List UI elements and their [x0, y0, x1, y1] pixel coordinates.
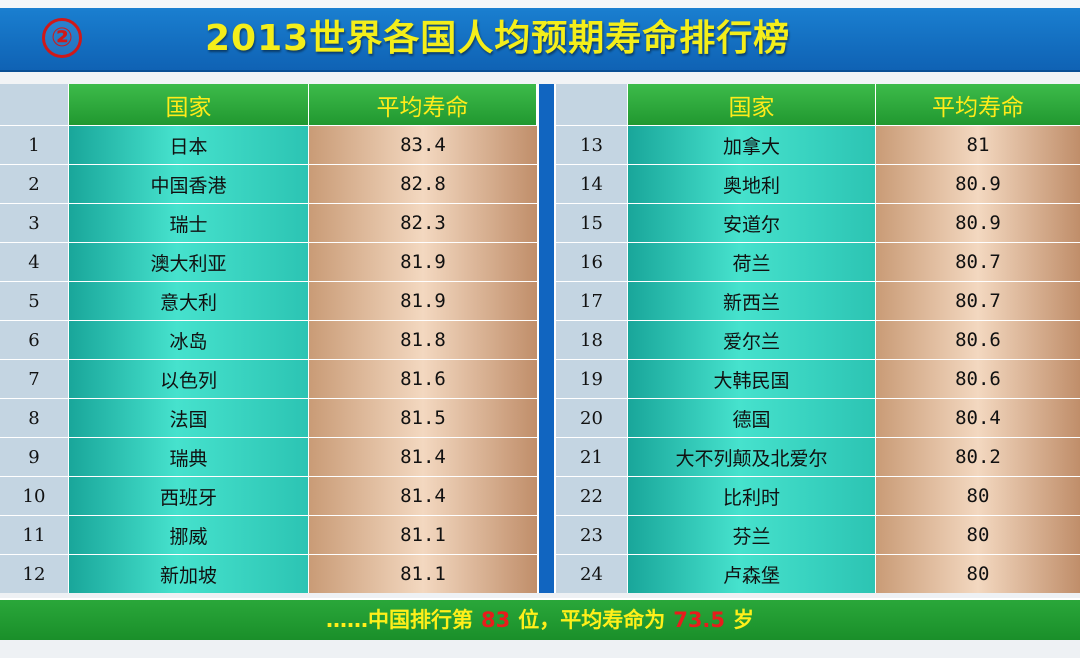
life-expectancy-cell: 81.6 — [309, 360, 537, 398]
bottom-strip — [0, 640, 1080, 658]
country-cell: 冰岛 — [69, 321, 309, 359]
country-cell: 卢森堡 — [628, 555, 876, 593]
rank-cell: 15 — [556, 204, 628, 242]
life-expectancy-cell: 81.5 — [309, 399, 537, 437]
life-expectancy-cell: 81.8 — [309, 321, 537, 359]
rank-cell: 17 — [556, 282, 628, 320]
rank-header-left — [0, 84, 69, 125]
life-expectancy-cell: 83.4 — [309, 126, 537, 164]
country-cell: 大韩民国 — [628, 360, 876, 398]
life-expectancy-cell: 82.8 — [309, 165, 537, 203]
life-expectancy-cell: 80.9 — [876, 165, 1080, 203]
rank-cell: 21 — [556, 438, 628, 476]
column-divider — [537, 84, 556, 593]
country-cell: 新西兰 — [628, 282, 876, 320]
spacer — [0, 72, 1080, 84]
life-expectancy-cell: 81.4 — [309, 438, 537, 476]
ranking-table: 国家 平均寿命 国家 平均寿命 1 日本 83.4 2 中国香港 82.8 3 瑞士 82.3 4… — [0, 84, 1080, 593]
country-cell: 意大利 — [69, 282, 309, 320]
country-cell: 荷兰 — [628, 243, 876, 281]
life-expectancy-cell: 80.2 — [876, 438, 1080, 476]
life-expectancy-cell: 80 — [876, 516, 1080, 554]
country-cell: 瑞士 — [69, 204, 309, 242]
rank-cell: 4 — [0, 243, 69, 281]
rank-cell: 23 — [556, 516, 628, 554]
country-cell: 加拿大 — [628, 126, 876, 164]
slide-number-badge: ② — [42, 18, 82, 58]
life-expectancy-cell: 80.9 — [876, 204, 1080, 242]
country-cell: 新加坡 — [69, 555, 309, 593]
rank-cell: 6 — [0, 321, 69, 359]
country-cell: 法国 — [69, 399, 309, 437]
rank-cell: 20 — [556, 399, 628, 437]
life-expectancy-cell: 81.9 — [309, 282, 537, 320]
rank-cell: 10 — [0, 477, 69, 515]
rank-cell: 13 — [556, 126, 628, 164]
country-cell: 中国香港 — [69, 165, 309, 203]
rank-cell: 18 — [556, 321, 628, 359]
country-cell: 日本 — [69, 126, 309, 164]
life-header-left: 平均寿命 — [309, 84, 537, 125]
china-summary-banner: ……中国排行第 83 位，平均寿命为 73.5 岁 — [0, 600, 1080, 640]
rank-cell: 1 — [0, 126, 69, 164]
rank-cell: 12 — [0, 555, 69, 593]
country-cell: 大不列颠及北爱尔 — [628, 438, 876, 476]
life-expectancy-cell: 80.6 — [876, 360, 1080, 398]
country-header-left: 国家 — [69, 84, 309, 125]
summary-prefix: ……中国排行第 — [325, 608, 473, 632]
country-header-right: 国家 — [628, 84, 876, 125]
life-header-right: 平均寿命 — [876, 84, 1080, 125]
summary-suffix: 岁 — [733, 608, 755, 632]
life-expectancy-cell: 80.7 — [876, 282, 1080, 320]
rank-cell: 22 — [556, 477, 628, 515]
life-expectancy-cell: 80.6 — [876, 321, 1080, 359]
life-expectancy-cell: 81.9 — [309, 243, 537, 281]
title-bar: ② 2013世界各国人均预期寿命排行榜 — [0, 8, 1080, 72]
rank-cell: 14 — [556, 165, 628, 203]
rank-header-right — [556, 84, 628, 125]
country-cell: 西班牙 — [69, 477, 309, 515]
life-expectancy-cell: 80 — [876, 555, 1080, 593]
country-cell: 以色列 — [69, 360, 309, 398]
rank-cell: 8 — [0, 399, 69, 437]
rank-cell: 24 — [556, 555, 628, 593]
rank-cell: 16 — [556, 243, 628, 281]
china-rank: 83 — [480, 608, 511, 632]
country-cell: 芬兰 — [628, 516, 876, 554]
rank-cell: 2 — [0, 165, 69, 203]
life-expectancy-cell: 80 — [876, 477, 1080, 515]
country-cell: 比利时 — [628, 477, 876, 515]
country-cell: 安道尔 — [628, 204, 876, 242]
page-title: 2013世界各国人均预期寿命排行榜 — [205, 18, 791, 59]
country-cell: 挪威 — [69, 516, 309, 554]
summary-middle: 位，平均寿命为 — [518, 608, 666, 632]
country-cell: 瑞典 — [69, 438, 309, 476]
country-cell: 奥地利 — [628, 165, 876, 203]
country-cell: 爱尔兰 — [628, 321, 876, 359]
top-strip — [0, 0, 1080, 8]
country-cell: 德国 — [628, 399, 876, 437]
rank-cell: 11 — [0, 516, 69, 554]
life-expectancy-cell: 82.3 — [309, 204, 537, 242]
rank-cell: 5 — [0, 282, 69, 320]
life-expectancy-cell: 80.7 — [876, 243, 1080, 281]
life-expectancy-cell: 81.1 — [309, 516, 537, 554]
rank-cell: 3 — [0, 204, 69, 242]
china-life-expectancy: 73.5 — [673, 608, 726, 632]
rank-cell: 9 — [0, 438, 69, 476]
life-expectancy-cell: 81 — [876, 126, 1080, 164]
country-cell: 澳大利亚 — [69, 243, 309, 281]
rank-cell: 7 — [0, 360, 69, 398]
life-expectancy-cell: 81.4 — [309, 477, 537, 515]
life-expectancy-cell: 80.4 — [876, 399, 1080, 437]
rank-cell: 19 — [556, 360, 628, 398]
life-expectancy-cell: 81.1 — [309, 555, 537, 593]
